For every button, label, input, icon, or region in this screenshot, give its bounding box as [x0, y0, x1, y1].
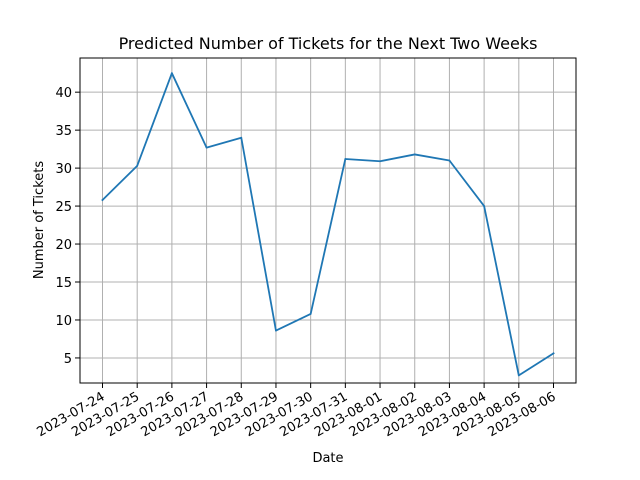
data-point [309, 312, 312, 315]
data-point [483, 205, 486, 207]
y-axis-ticks: 5 10 15 20 25 30 35 40 [55, 86, 80, 367]
data-point [101, 199, 104, 201]
y-tick-label: 20 [55, 238, 72, 253]
data-point [170, 72, 173, 75]
data-point [517, 374, 520, 377]
y-axis-label: Number of Tickets [32, 161, 47, 279]
chart-title: Predicted Number of Tickets for the Next… [119, 34, 538, 53]
y-tick-label: 10 [55, 314, 72, 329]
series-line [101, 72, 555, 377]
x-axis-label: Date [312, 451, 343, 466]
x-axis-ticks: 2023-07-242023-07-252023-07-262023-07-27… [35, 383, 559, 440]
data-point [136, 164, 139, 167]
series-layer [101, 72, 555, 377]
data-point [275, 329, 277, 332]
grid [80, 58, 576, 383]
data-point [552, 352, 555, 355]
data-point [379, 160, 381, 163]
data-point [240, 136, 243, 139]
data-point [205, 146, 208, 149]
data-point [344, 158, 347, 160]
plot-frame [79, 57, 577, 384]
data-point [448, 159, 451, 162]
y-tick-label: 5 [64, 352, 72, 367]
y-tick-label: 25 [55, 200, 72, 215]
y-tick-label: 40 [55, 86, 72, 101]
data-point [413, 153, 416, 156]
y-tick-label: 30 [55, 162, 72, 177]
y-tick-label: 35 [55, 124, 72, 139]
y-tick-label: 15 [55, 276, 72, 291]
